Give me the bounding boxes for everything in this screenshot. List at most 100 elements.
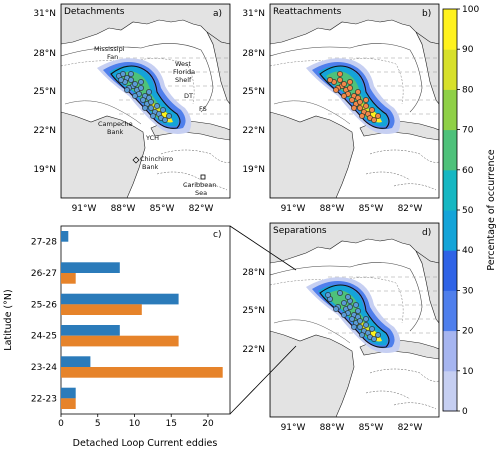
bar-25-26-series-1 xyxy=(61,293,179,305)
lat-tick-22: 22°N xyxy=(33,126,56,136)
lon-tick-85: 85°W xyxy=(359,423,384,433)
colorbar-band-5 xyxy=(443,210,457,251)
colorbar-tick-30: 30 xyxy=(462,286,474,296)
event-marker xyxy=(142,105,148,111)
bar-25-26-series-2 xyxy=(61,304,142,315)
panel-d-map xyxy=(270,223,439,417)
x-tick-label-0: 0 xyxy=(58,419,64,429)
lat-tick-28: 28°N xyxy=(33,49,56,59)
label-west-florida-shelf-1: West xyxy=(175,60,191,68)
colorbar-tick-80: 80 xyxy=(462,85,474,95)
event-marker xyxy=(371,336,377,342)
event-marker xyxy=(375,113,381,119)
lat-tick-22: 22°N xyxy=(242,345,265,355)
event-marker xyxy=(341,93,347,99)
bar-26-27-series-1 xyxy=(61,262,120,273)
bar-23-24-series-1 xyxy=(61,356,91,367)
event-marker xyxy=(128,71,134,77)
panel-d-title: Separations xyxy=(273,226,327,236)
event-marker xyxy=(359,332,365,338)
colorbar-band-7 xyxy=(443,129,457,171)
category-label-23-24: 23-24 xyxy=(31,363,57,373)
label-west-florida-shelf-2: Florida xyxy=(173,68,195,76)
event-marker xyxy=(138,85,144,91)
event-marker xyxy=(333,87,339,93)
colorbar-label: Percentage of occurrence xyxy=(486,149,497,270)
event-marker xyxy=(146,89,152,95)
category-label-22-23: 22-23 xyxy=(31,394,57,404)
panel-c-tag: c) xyxy=(213,230,221,240)
lat-tick-25: 25°N xyxy=(33,87,56,97)
colorbar-band-3 xyxy=(443,290,457,332)
event-marker xyxy=(150,113,156,119)
event-marker xyxy=(118,77,124,83)
event-marker xyxy=(337,290,343,296)
bar-24-25-series-2 xyxy=(61,335,179,347)
panel-b-lat-ticks: 31°N 28°N 25°N 22°N 19°N xyxy=(242,9,265,175)
event-marker xyxy=(148,99,154,105)
colorbar: 0 10 20 30 40 50 60 70 80 90 100 Percentage of occ… xyxy=(442,5,497,417)
event-marker xyxy=(160,107,166,113)
label-chinchirro-bank-1: Chinchirro xyxy=(140,155,173,163)
lat-tick-28: 28°N xyxy=(242,49,265,59)
colorbar-tick-100: 100 xyxy=(462,5,479,15)
event-marker xyxy=(128,77,134,83)
bar-27-28-series-1 xyxy=(61,231,69,242)
event-marker xyxy=(351,324,357,330)
category-label-25-26: 25-26 xyxy=(31,300,57,310)
event-marker xyxy=(357,324,363,330)
label-chinchirro-bank-2: Bank xyxy=(142,163,159,171)
event-marker xyxy=(333,306,339,312)
event-marker xyxy=(341,300,347,306)
lon-tick-85: 85°W xyxy=(359,204,384,214)
event-marker xyxy=(140,97,146,103)
label-campeche-bank-2: Bank xyxy=(107,128,124,136)
label-campeche-bank-1: Campeche xyxy=(98,120,133,128)
lat-tick-31: 31°N xyxy=(33,9,56,19)
colorbar-tick-0: 0 xyxy=(462,407,468,417)
panel-c-bar-chart: c) 27-28 26-27 25-26 24-25 23-24 22-23 0 5 10 15… xyxy=(3,225,231,449)
panel-b-lon-ticks: 91°W 88°W 85°W 82°W xyxy=(281,204,423,214)
colorbar-band-1 xyxy=(443,370,457,412)
category-label-26-27: 26-27 xyxy=(31,269,57,279)
event-marker xyxy=(351,105,357,111)
bar-26-27-series-2 xyxy=(61,273,76,284)
colorbar-tick-20: 20 xyxy=(462,327,474,337)
panel-d-events xyxy=(325,290,381,342)
colorbar-tick-70: 70 xyxy=(462,126,474,136)
lon-tick-91: 91°W xyxy=(281,423,306,433)
x-tick-label-5: 5 xyxy=(95,419,101,429)
panel-b-events xyxy=(327,71,381,123)
lat-tick-19: 19°N xyxy=(33,165,56,175)
event-marker xyxy=(349,316,355,322)
bar-23-24-series-2 xyxy=(61,367,223,378)
lon-tick-91: 91°W xyxy=(281,204,306,214)
event-marker xyxy=(337,77,343,83)
connector-bottom xyxy=(229,345,297,415)
lat-tick-28: 28°N xyxy=(242,268,265,278)
colorbar-tick-40: 40 xyxy=(462,246,474,256)
x-tick-label-15: 15 xyxy=(165,419,176,429)
lon-tick-82: 82°W xyxy=(398,423,423,433)
colorbar-band-2 xyxy=(443,330,457,372)
lat-tick-19: 19°N xyxy=(242,165,265,175)
panel-a-lat-ticks: 31°N 28°N 25°N 22°N 19°N xyxy=(33,9,56,175)
label-mississippi-fan-1: Mississipi xyxy=(94,45,125,53)
category-label-24-25: 24-25 xyxy=(31,332,57,342)
bar-24-25-series-1 xyxy=(61,325,120,336)
label-fs: FS xyxy=(199,105,207,113)
label-ych: YCH xyxy=(145,134,159,142)
x-tick-label-10: 10 xyxy=(129,419,141,429)
event-marker xyxy=(355,89,361,95)
event-marker xyxy=(345,294,351,300)
colorbar-tick-60: 60 xyxy=(462,166,474,176)
lon-tick-91: 91°W xyxy=(72,204,97,214)
event-marker xyxy=(371,117,377,123)
bar-22-23-series-1 xyxy=(61,387,76,399)
bar-22-23-series-2 xyxy=(61,398,76,409)
colorbar-band-8 xyxy=(443,89,457,131)
event-marker xyxy=(132,81,138,87)
panel-b-title: Reattachments xyxy=(273,7,342,17)
event-marker xyxy=(148,105,154,111)
